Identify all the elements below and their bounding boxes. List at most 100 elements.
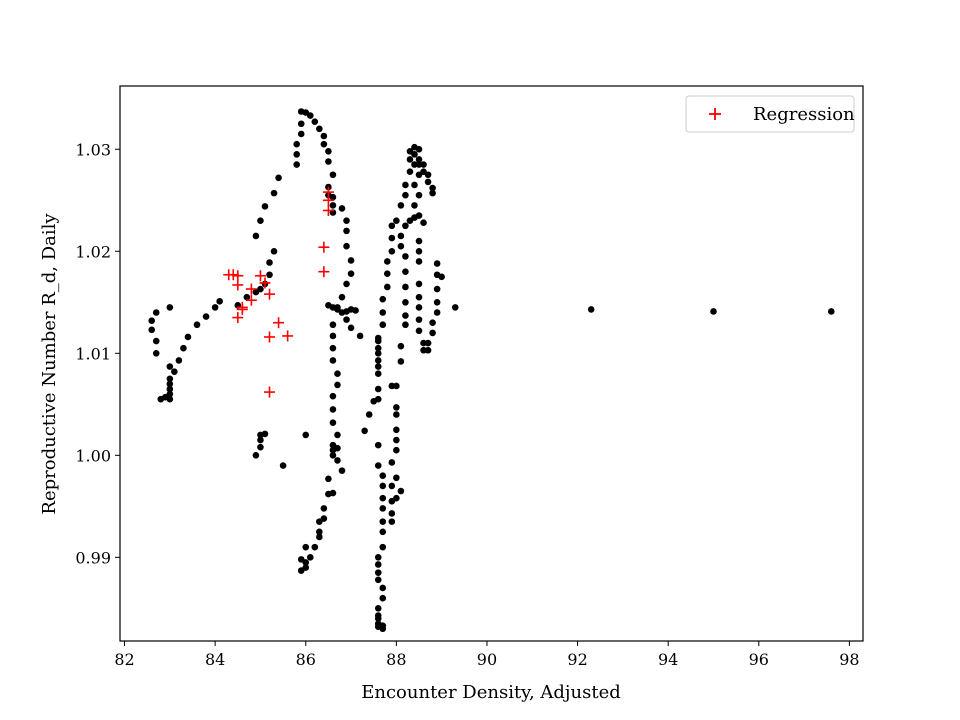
data-point [329, 332, 337, 340]
x-axis-label: Encounter Density, Adjusted [361, 682, 621, 703]
data-point [343, 316, 350, 323]
data-point [306, 112, 314, 119]
data-point [402, 253, 409, 260]
data-point [152, 349, 160, 357]
data-point [374, 462, 382, 469]
x-tick-label: 82 [114, 650, 134, 669]
data-point [402, 321, 409, 329]
data-point [402, 222, 409, 230]
data-point [343, 217, 350, 224]
data-point [347, 324, 355, 332]
regression-point [322, 194, 334, 206]
data-point [433, 260, 441, 267]
data-point [388, 497, 396, 505]
x-tick-label: 86 [296, 650, 316, 669]
data-point [415, 156, 423, 163]
data-point [379, 528, 387, 536]
data-point [393, 217, 400, 224]
data-point [329, 321, 337, 329]
data-point [379, 321, 387, 329]
data-point [393, 436, 400, 444]
data-point [320, 132, 328, 140]
data-point [152, 337, 160, 345]
data-point [257, 285, 264, 293]
data-point [316, 518, 323, 525]
data-point [424, 178, 432, 186]
data-point [379, 505, 387, 512]
data-point [433, 309, 441, 316]
data-point [338, 467, 346, 474]
data-point [202, 313, 210, 320]
data-point [347, 270, 355, 278]
data-point [266, 259, 273, 266]
data-point [257, 217, 264, 224]
x-tick-label: 94 [658, 650, 678, 669]
data-point [252, 232, 260, 240]
data-point [397, 342, 405, 350]
data-point [166, 375, 174, 383]
data-point [415, 327, 423, 335]
data-point [329, 452, 337, 459]
data-point [297, 130, 305, 138]
data-point [383, 283, 391, 291]
data-point [302, 431, 310, 439]
data-point [325, 158, 332, 165]
data-point [356, 332, 364, 340]
data-point [261, 430, 269, 438]
data-point [347, 257, 355, 264]
regression-point [264, 386, 276, 398]
regression-point [322, 204, 334, 216]
data-point [379, 295, 387, 303]
data-point [420, 161, 427, 168]
data-point [397, 242, 405, 250]
data-point [270, 189, 278, 197]
y-axis-label: Reproductive Number R_d, Daily [39, 213, 60, 515]
data-point [424, 339, 432, 347]
data-point [306, 554, 314, 561]
data-point [243, 293, 251, 301]
data-point [374, 569, 382, 576]
data-point [374, 605, 382, 612]
data-point [420, 339, 427, 347]
regression-point [259, 277, 271, 289]
data-point [334, 370, 341, 378]
data-point [329, 193, 337, 201]
data-point [393, 382, 400, 390]
data-point [166, 395, 174, 403]
data-point [334, 457, 341, 464]
y-axis-ticks: 0.99 1.00 1.01 1.02 1.03 [75, 140, 120, 567]
data-point [329, 446, 337, 454]
data-point [393, 404, 400, 411]
data-point [148, 317, 156, 324]
legend-label-regression: Regression [753, 104, 855, 125]
data-point [379, 518, 387, 525]
legend-marker-regression [709, 108, 721, 120]
regression-point [264, 331, 276, 343]
data-point [374, 349, 382, 357]
data-point [329, 344, 337, 352]
data-point [343, 242, 350, 250]
data-point [148, 326, 156, 334]
data-point [379, 309, 387, 316]
legend: Regression [685, 95, 855, 133]
data-point [424, 346, 432, 354]
data-point [329, 171, 337, 179]
data-point [166, 380, 174, 388]
regression-point [318, 266, 330, 278]
data-point [374, 441, 382, 449]
data-point [311, 543, 319, 551]
x-tick-label: 90 [477, 650, 497, 669]
data-point [415, 280, 423, 288]
data-point [379, 472, 387, 480]
data-point [302, 559, 310, 566]
data-point [329, 419, 337, 426]
data-point [374, 363, 382, 370]
data-point [379, 494, 387, 502]
regression-point [245, 283, 257, 295]
data-point [334, 306, 341, 313]
regression-point [236, 301, 248, 313]
x-tick-label: 88 [386, 650, 406, 669]
data-point [329, 357, 337, 364]
data-point [316, 533, 323, 541]
